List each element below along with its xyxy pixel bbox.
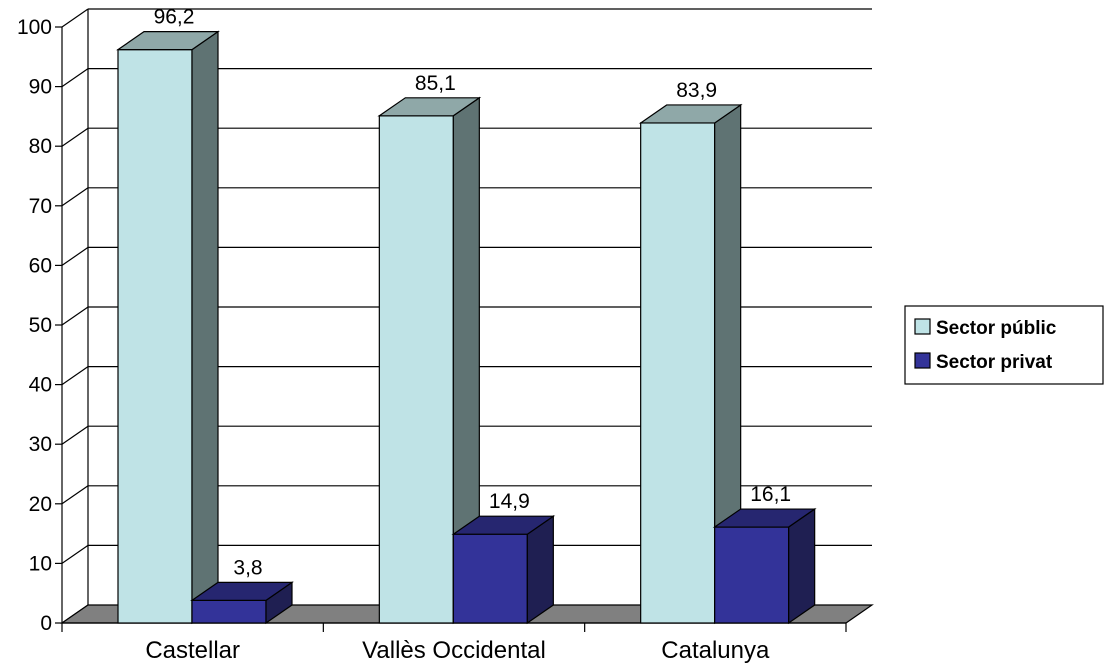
grid-lines xyxy=(61,8,872,624)
gridline-side xyxy=(61,485,89,505)
bars xyxy=(116,30,817,625)
legend-label: Sector públic xyxy=(936,318,1057,339)
data-label: 3,8 xyxy=(233,556,262,579)
y-tick-label: 70 xyxy=(29,195,52,218)
gridline-side xyxy=(61,187,89,207)
y-tick-label: 40 xyxy=(29,374,52,397)
bar-sector-public-valles-occidental xyxy=(377,96,482,625)
bar-sector-public-catalunya xyxy=(638,103,743,625)
bar-sector-privat-valles-occidental xyxy=(451,515,556,625)
gridline-side xyxy=(61,544,89,564)
legend: Sector públic Sector privat xyxy=(904,305,1104,385)
y-tick-label: 80 xyxy=(29,135,52,158)
y-tick-label: 60 xyxy=(29,254,52,277)
x-tick-label: Catalunya xyxy=(661,637,770,664)
x-axis: Castellar Vallès Occidental Catalunya xyxy=(61,622,847,664)
gridline-side xyxy=(61,68,89,88)
data-labels: 96,2 85,1 83,9 3,8 14,9 16,1 xyxy=(154,6,792,580)
legend-swatch xyxy=(914,352,931,369)
x-tick-label: Vallès Occidental xyxy=(362,637,546,664)
y-tick-label: 20 xyxy=(29,493,52,516)
gridline-side xyxy=(61,127,89,147)
gridline-side xyxy=(61,8,89,28)
bar-sector-privat-castellar xyxy=(190,581,294,625)
y-tick-label: 0 xyxy=(40,612,52,635)
data-label: 83,9 xyxy=(676,79,717,102)
gridline-side xyxy=(61,246,89,266)
y-tick-label: 100 xyxy=(17,16,52,39)
data-label: 14,9 xyxy=(489,490,530,513)
gridline-side xyxy=(61,366,89,386)
y-tick-label: 90 xyxy=(29,76,52,99)
gridline-side xyxy=(61,306,89,326)
gridline-side xyxy=(61,425,89,445)
x-tick-label: Castellar xyxy=(145,637,240,664)
legend-box xyxy=(904,305,1104,385)
legend-label: Sector privat xyxy=(936,352,1053,373)
legend-swatch xyxy=(914,318,931,335)
bar-sector-public-castellar xyxy=(116,30,220,625)
data-label: 16,1 xyxy=(750,483,791,506)
y-axis: 0 10 20 30 40 50 60 70 80 90 100 xyxy=(17,16,63,635)
y-tick-label: 10 xyxy=(29,552,52,575)
bar-sector-privat-catalunya xyxy=(712,507,817,625)
data-label: 85,1 xyxy=(415,72,456,95)
y-tick-label: 30 xyxy=(29,433,52,456)
data-label: 96,2 xyxy=(154,6,195,29)
y-tick-label: 50 xyxy=(29,314,52,337)
